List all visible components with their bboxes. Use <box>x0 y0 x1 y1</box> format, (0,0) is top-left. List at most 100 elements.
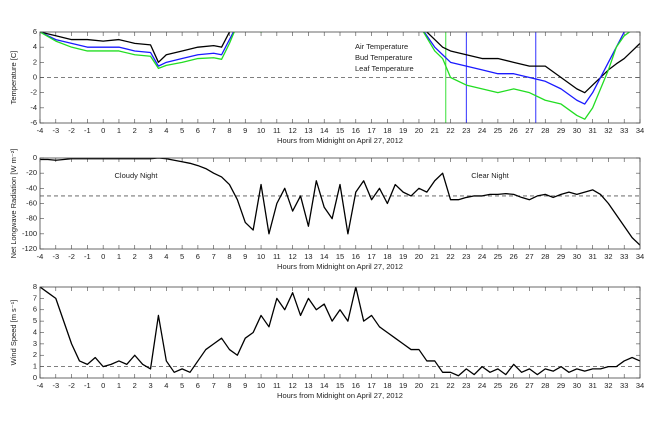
x-tick-label: 2 <box>133 126 137 135</box>
y-tick-label: 2 <box>33 350 37 359</box>
y-tick-label: -100 <box>22 229 37 238</box>
y-axis-label: Net Longwave Radiation [W m⁻²] <box>9 149 18 259</box>
plot-area <box>40 158 640 246</box>
y-tick-label: 4 <box>33 42 37 51</box>
x-tick-label: 26 <box>510 252 518 261</box>
x-axis-label: Hours from Midnight on April 27, 2012 <box>277 136 403 145</box>
x-tick-label: 30 <box>573 126 581 135</box>
x-tick-label: 26 <box>510 381 518 390</box>
series-line <box>40 32 626 105</box>
y-tick-label: -6 <box>30 118 37 127</box>
x-tick-label: 7 <box>212 381 216 390</box>
x-tick-label: 12 <box>288 126 296 135</box>
y-tick-label: 0 <box>33 373 37 382</box>
x-axis-label: Hours from Midnight on April 27, 2012 <box>277 262 403 271</box>
x-tick-label: 0 <box>101 252 105 261</box>
x-tick-label: 1 <box>117 252 121 261</box>
x-tick-label: 2 <box>133 381 137 390</box>
x-tick-label: 3 <box>148 252 152 261</box>
x-tick-label: 17 <box>367 126 375 135</box>
x-tick-label: 33 <box>620 381 628 390</box>
x-tick-label: 13 <box>304 381 312 390</box>
x-tick-label: 21 <box>431 252 439 261</box>
x-tick-label: 19 <box>399 126 407 135</box>
x-tick-label: 24 <box>478 381 486 390</box>
x-tick-label: 18 <box>383 126 391 135</box>
x-tick-label: 21 <box>431 126 439 135</box>
x-tick-label: 12 <box>288 381 296 390</box>
x-tick-label: 28 <box>541 252 549 261</box>
panel: -120-100-80-60-40-200-4 -3 -2 -1 0 1 2 3 4 5 6 7 8 9 1… <box>9 149 644 271</box>
y-tick-label: -4 <box>30 103 37 112</box>
y-tick-label: 0 <box>33 153 37 162</box>
x-tick-label: 5 <box>180 381 184 390</box>
x-tick-label: 11 <box>273 126 281 135</box>
y-tick-label: -120 <box>22 244 37 253</box>
y-tick-label: 3 <box>33 339 37 348</box>
x-tick-label: 32 <box>604 381 612 390</box>
x-tick-label: -4 <box>37 126 44 135</box>
x-tick-label: 21 <box>431 381 439 390</box>
x-tick-label: 8 <box>227 381 231 390</box>
x-tick-label: 4 <box>164 126 168 135</box>
plot-frame <box>39 31 641 124</box>
x-tick-label: 11 <box>273 252 281 261</box>
x-tick-label: -2 <box>68 381 75 390</box>
x-tick-label: 23 <box>462 252 470 261</box>
y-tick-label: 1 <box>33 362 37 371</box>
y-tick-label: 2 <box>33 57 37 66</box>
x-tick-label: -4 <box>37 252 44 261</box>
legend-entry: Leaf Temperature <box>355 64 414 73</box>
x-tick-label: 24 <box>478 252 486 261</box>
x-tick-label: 14 <box>320 252 328 261</box>
y-tick-label: 5 <box>33 316 37 325</box>
x-tick-label: 31 <box>588 381 596 390</box>
x-tick-label: 32 <box>604 252 612 261</box>
x-axis-label: Hours from Midnight on April 27, 2012 <box>277 391 403 400</box>
y-tick-label: 4 <box>33 327 37 336</box>
x-tick-label: -3 <box>52 381 59 390</box>
x-tick-label: 25 <box>494 381 502 390</box>
y-tick-label: -40 <box>26 183 37 192</box>
x-tick-label: 9 <box>243 126 247 135</box>
x-tick-label: 12 <box>288 252 296 261</box>
x-tick-label: 11 <box>273 381 281 390</box>
annotation: Clear Night <box>471 171 509 180</box>
x-tick-label: 19 <box>399 381 407 390</box>
y-tick-label: 6 <box>33 27 37 36</box>
x-tick-label: 7 <box>212 126 216 135</box>
x-tick-label: 8 <box>227 252 231 261</box>
x-tick-label: 4 <box>164 381 168 390</box>
x-tick-label: 15 <box>336 381 344 390</box>
x-tick-label: 24 <box>478 126 486 135</box>
x-tick-label: 13 <box>304 126 312 135</box>
y-axis-label: Temperature [C] <box>9 51 18 105</box>
x-tick-label: 28 <box>541 381 549 390</box>
x-tick-label: 30 <box>573 252 581 261</box>
x-tick-label: 10 <box>257 381 265 390</box>
x-tick-label: 6 <box>196 381 200 390</box>
x-tick-label: -4 <box>37 381 44 390</box>
x-tick-label: 20 <box>415 126 423 135</box>
x-tick-label: 16 <box>352 381 360 390</box>
x-tick-label: 32 <box>604 126 612 135</box>
x-tick-label: 8 <box>227 126 231 135</box>
x-tick-label: 14 <box>320 381 328 390</box>
x-tick-label: 25 <box>494 252 502 261</box>
x-tick-label: 9 <box>243 252 247 261</box>
y-tick-label: -2 <box>30 88 37 97</box>
x-tick-label: 29 <box>557 252 565 261</box>
x-tick-label: 34 <box>636 381 644 390</box>
x-tick-label: 31 <box>588 126 596 135</box>
x-tick-label: 29 <box>557 126 565 135</box>
x-tick-label: 6 <box>196 252 200 261</box>
y-tick-label: -20 <box>26 168 37 177</box>
x-tick-label: 23 <box>462 381 470 390</box>
plot-frame <box>39 157 641 250</box>
y-tick-label: 7 <box>33 293 37 302</box>
x-tick-label: -2 <box>68 252 75 261</box>
x-tick-label: 22 <box>446 252 454 261</box>
